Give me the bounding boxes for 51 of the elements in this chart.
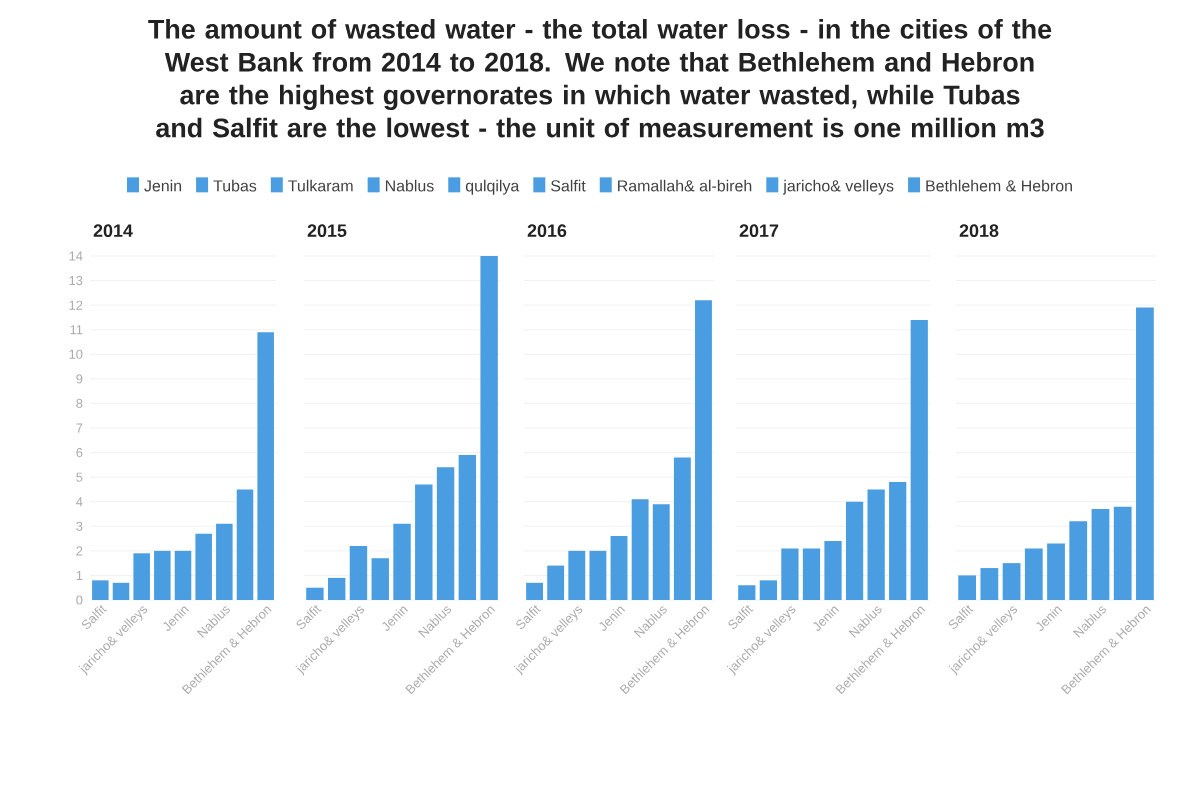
bar <box>1113 506 1132 600</box>
bar <box>980 568 999 600</box>
bar <box>1002 563 1021 600</box>
bar <box>257 332 274 600</box>
bar <box>589 550 607 600</box>
bar <box>480 256 498 600</box>
bar <box>652 504 670 600</box>
bar <box>154 550 171 600</box>
bar <box>824 541 842 600</box>
bar <box>547 565 565 600</box>
bar <box>216 523 233 600</box>
bar <box>781 548 799 600</box>
chart-title: 2016 <box>527 224 567 238</box>
bar <box>889 482 907 600</box>
bar <box>174 550 192 600</box>
bar <box>327 577 346 600</box>
bar <box>845 501 864 600</box>
bar <box>436 467 455 600</box>
bar <box>1024 548 1043 600</box>
bar <box>133 553 150 600</box>
bar <box>1047 543 1065 600</box>
bar <box>910 319 928 600</box>
bar <box>610 536 628 600</box>
chart-title: 2015 <box>307 224 347 238</box>
bar <box>568 550 586 600</box>
bar <box>673 457 691 600</box>
bar <box>458 455 477 600</box>
bar <box>759 580 777 600</box>
text: The amount of wasted water - the total water loss - in the cities of the West Bank from 2014 to 2018. We note that Bethlehem and Hebron are the highest governorates in which water wasted, while Tubas and Salfit are the lowest - the unit of measurement is one million m3 <box>148 19 1052 138</box>
bar <box>1069 521 1088 600</box>
bar <box>695 300 712 600</box>
bar <box>371 558 389 600</box>
bar <box>195 533 212 600</box>
bar <box>867 489 885 600</box>
bar <box>92 580 109 600</box>
bar <box>958 575 977 600</box>
chart-title: 2017 <box>739 224 779 238</box>
bar <box>349 545 368 600</box>
bar <box>112 582 130 600</box>
bar <box>393 523 411 600</box>
bar <box>1091 509 1110 600</box>
chart-title: 2014 <box>93 224 133 238</box>
bar <box>306 587 324 600</box>
bar <box>738 585 756 600</box>
chart-title: 2018 <box>959 224 999 238</box>
bar <box>631 499 649 600</box>
bar <box>1136 307 1154 600</box>
bar <box>236 489 254 600</box>
bar <box>415 484 433 600</box>
bar <box>526 582 544 600</box>
bar <box>802 548 821 600</box>
